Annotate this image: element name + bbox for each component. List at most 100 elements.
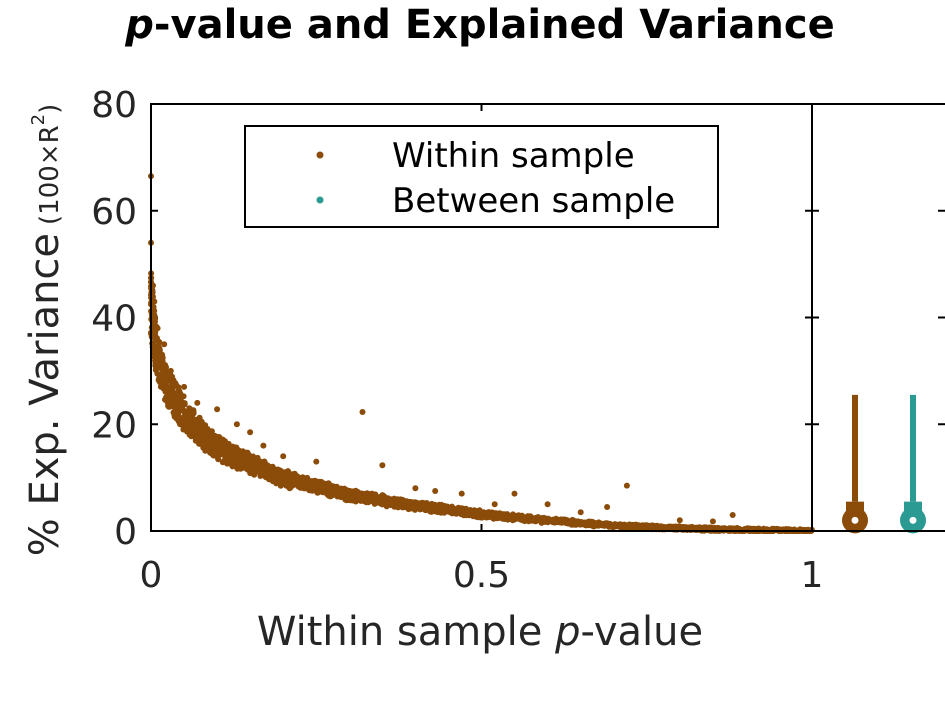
scatter-point	[150, 304, 157, 310]
scatter-point	[238, 455, 245, 462]
scatter-point	[455, 507, 462, 514]
scatter-point	[311, 480, 318, 487]
scatter-point	[487, 513, 494, 520]
scatter-points	[148, 173, 815, 534]
scatter-point	[565, 518, 572, 524]
scatter-point	[199, 430, 206, 437]
scatter-point	[465, 510, 472, 517]
scatter-point	[224, 449, 231, 456]
scatter-point	[264, 464, 271, 471]
main-axes-frame	[150, 103, 813, 532]
scatter-point	[575, 518, 582, 525]
scatter-point	[245, 452, 252, 459]
scatter-point	[372, 495, 379, 502]
scatter-point	[654, 524, 661, 531]
scatter-point	[429, 503, 436, 509]
scatter-point	[151, 330, 158, 337]
y-tick-label: 20	[91, 405, 137, 446]
scatter-point	[289, 478, 296, 485]
y-tick-label: 80	[91, 85, 137, 126]
scatter-point	[734, 525, 741, 531]
scatter-point	[619, 521, 626, 528]
scatter-point	[410, 504, 417, 511]
scatter-point	[226, 460, 232, 467]
scatter-point	[165, 403, 172, 410]
scatter-point	[266, 475, 273, 482]
scatter-point	[261, 472, 268, 479]
scatter-point	[642, 525, 649, 532]
scatter-point	[162, 364, 168, 371]
scatter-point	[256, 468, 263, 475]
scatter-point	[217, 444, 224, 451]
scatter-point	[278, 473, 285, 480]
scatter-point	[191, 429, 198, 436]
scatter-point	[256, 458, 263, 465]
scatter-point	[325, 483, 332, 490]
scatter-point	[299, 474, 306, 481]
scatter-point	[602, 520, 609, 527]
legend-label-within: Within sample	[392, 136, 635, 176]
scatter-point	[448, 504, 455, 510]
scatter-point	[449, 510, 456, 517]
scatter-point	[211, 441, 218, 448]
scatter-point	[300, 483, 307, 490]
scatter-point	[206, 430, 213, 437]
scatter-point	[190, 409, 197, 415]
scatter-point	[385, 497, 392, 504]
scatter-point	[317, 482, 323, 489]
y-axis-label: % Exp. Variance(100×R2)	[22, 104, 68, 557]
scatter-point	[590, 519, 597, 526]
box-median-dot	[909, 516, 917, 524]
scatter-point	[194, 435, 201, 442]
box-plots	[842, 394, 926, 534]
scatter-point	[604, 504, 611, 510]
scatter-point	[156, 358, 163, 365]
scatter-point	[333, 483, 340, 490]
scatter-point	[393, 497, 400, 504]
scatter-point	[232, 454, 239, 461]
scatter-point	[675, 525, 682, 532]
scatter-point	[161, 341, 168, 348]
legend-marker-between	[316, 196, 324, 204]
scatter-point	[550, 518, 557, 525]
scatter-point	[729, 512, 736, 518]
scatter-point	[192, 419, 199, 426]
scatter-point	[458, 490, 465, 497]
scatter-point	[154, 325, 161, 332]
scatter-point	[212, 447, 219, 454]
scatter-point	[251, 471, 258, 478]
scatter-point	[283, 479, 290, 486]
scatter-point	[659, 523, 666, 530]
scatter-point	[172, 408, 179, 415]
scatter-point	[279, 479, 286, 486]
scatter-point	[470, 513, 477, 520]
scatter-point	[180, 426, 187, 433]
scatter-point	[439, 507, 446, 514]
scatter-point	[544, 501, 551, 508]
scatter-point	[177, 416, 184, 423]
scatter-point	[379, 462, 386, 469]
scatter-point	[462, 506, 469, 513]
scatter-point	[582, 522, 589, 529]
scatter-point	[527, 513, 534, 520]
scatter-point	[233, 421, 240, 428]
scatter-point	[505, 514, 512, 521]
scatter-point	[356, 494, 363, 501]
y-tick-label: 60	[91, 192, 137, 233]
scatter-point	[233, 444, 240, 451]
scatter-point	[219, 436, 226, 443]
scatter-point	[338, 488, 345, 495]
scatter-point	[248, 458, 255, 465]
scatter-point	[151, 298, 158, 305]
scatter-point	[369, 490, 375, 497]
scatter-point	[224, 454, 231, 461]
scatter-point	[172, 382, 179, 389]
scatter-point	[630, 523, 637, 530]
scatter-point	[687, 524, 694, 531]
scatter-point	[172, 396, 179, 403]
scatter-point	[321, 489, 328, 495]
scatter-point	[152, 316, 159, 322]
scatter-point	[233, 459, 239, 466]
scatter-point	[275, 466, 281, 473]
